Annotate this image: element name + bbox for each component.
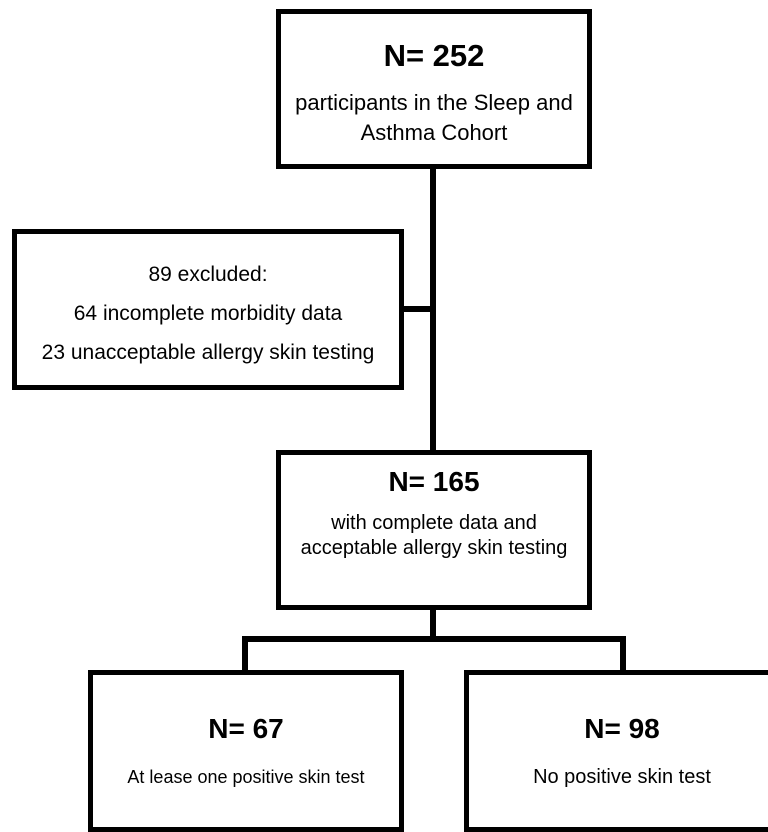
connector-to-right-box bbox=[620, 636, 626, 672]
connector-split-horizontal bbox=[242, 636, 626, 642]
connector-middle-down bbox=[430, 609, 436, 639]
cohort-description: participants in the Sleep and Asthma Coh… bbox=[295, 90, 573, 145]
no-positive-skin-test-description: No positive skin test bbox=[533, 766, 711, 788]
excluded-incomplete-morbidity: 64 incomplete morbidity data bbox=[73, 302, 343, 325]
complete-data-count: N= 165 bbox=[388, 466, 480, 497]
cohort-count: N= 252 bbox=[383, 38, 485, 73]
no-positive-skin-test-box: N= 98 No positive skin test bbox=[464, 670, 768, 832]
no-positive-skin-test-count: N= 98 bbox=[584, 713, 660, 744]
positive-skin-test-description: At lease one positive skin test bbox=[127, 767, 365, 787]
excluded-total: 89 excluded: bbox=[148, 263, 268, 286]
connector-to-left-box bbox=[242, 636, 248, 672]
excluded-box: 89 excluded: 64 incomplete morbidity dat… bbox=[12, 229, 404, 390]
connector-exclusion-branch bbox=[403, 306, 433, 312]
excluded-unacceptable-skin-testing: 23 unacceptable allergy skin testing bbox=[41, 341, 375, 364]
positive-skin-test-count: N= 67 bbox=[208, 713, 284, 744]
cohort-box: N= 252 participants in the Sleep and Ast… bbox=[276, 9, 592, 169]
positive-skin-test-box: N= 67 At lease one positive skin test bbox=[88, 670, 404, 832]
connector-top-to-middle bbox=[430, 168, 436, 451]
complete-data-description: with complete data and acceptable allerg… bbox=[300, 512, 568, 559]
complete-data-box: N= 165 with complete data and acceptable… bbox=[276, 450, 592, 610]
